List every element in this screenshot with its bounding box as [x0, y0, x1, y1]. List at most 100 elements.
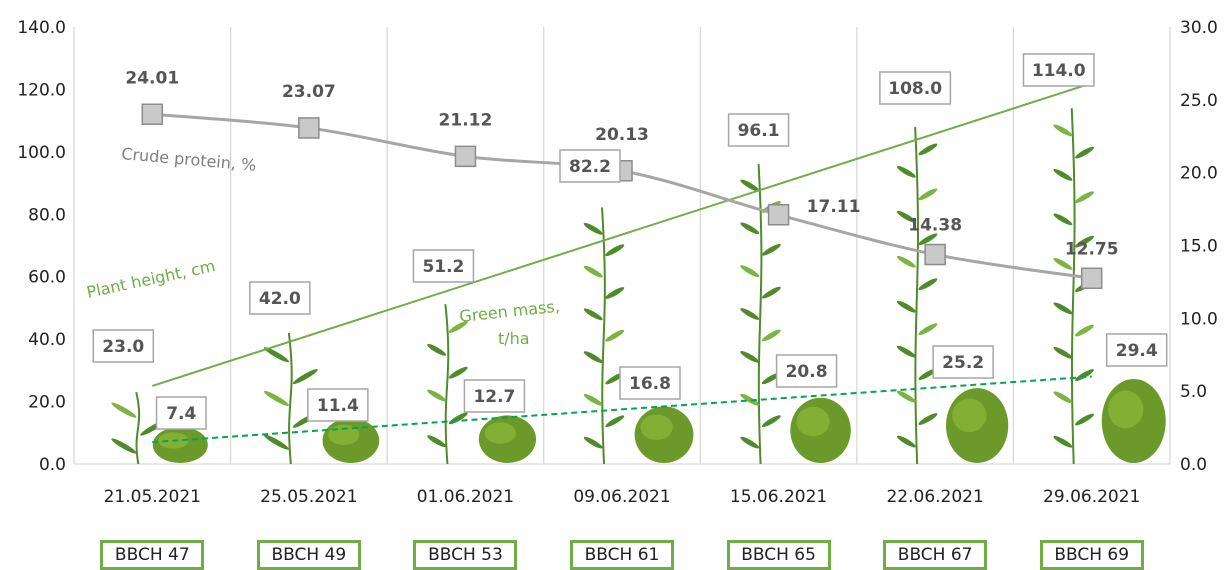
right-y-tick-label: 30.0	[1180, 18, 1218, 38]
plant-height-data-label: 108.0	[888, 79, 942, 99]
plant-height-data-label: 96.1	[738, 121, 780, 141]
crude-protein-data-label: 21.12	[439, 110, 493, 130]
plant-height-data-label-group: 51.2	[412, 249, 475, 283]
plant-height-data-label: 23.0	[102, 337, 144, 357]
green-mass-data-label: 29.4	[1116, 341, 1158, 361]
crude-protein-data-label: 24.01	[125, 68, 179, 88]
plant-leaf	[583, 351, 603, 363]
green-mass-data-label-box	[1105, 333, 1168, 367]
crude-protein-marker	[298, 117, 320, 139]
green-mass-data-label: 16.8	[629, 374, 671, 394]
crude-protein-data-label: 23.07	[282, 82, 336, 102]
left-y-tick-label: 120.0	[17, 80, 66, 100]
x-tick-label: 15.06.2021	[730, 487, 827, 507]
green-mass-data-label: 12.7	[473, 387, 515, 407]
plant-leaf	[1053, 213, 1073, 226]
green-mass-data-label-box	[619, 366, 681, 400]
plant-leaf	[111, 438, 137, 454]
plant-illustration	[740, 163, 851, 465]
green-mass-data-label-group: 29.4	[1105, 333, 1168, 367]
plant-leaf	[1053, 169, 1073, 181]
green-mass-data-label: 7.4	[166, 404, 196, 424]
x-axis: 21.05.2021 25.05.2021 01.06.2021 09.06.2021…	[104, 487, 1141, 507]
right-y-tick-label: 5.0	[1180, 382, 1207, 402]
plant-leaf	[1053, 391, 1073, 404]
plant-leaf	[583, 394, 603, 406]
x-tick-label: 29.06.2021	[1043, 487, 1140, 507]
plant-height-data-label: 114.0	[1032, 61, 1086, 81]
plant-leaf	[1075, 235, 1094, 248]
bbch-stage-label: BBCH 47	[100, 540, 205, 570]
plant-leaf	[918, 413, 938, 425]
plant-leaf	[605, 287, 625, 299]
green-mass-series-label-line2: t/ha	[498, 329, 530, 348]
plant-illustration	[896, 126, 1009, 465]
green-mass-data-label-group: 16.8	[619, 366, 681, 400]
plant-leaf	[583, 436, 603, 449]
crude-protein-data-label-group: 21.12	[439, 110, 493, 130]
plant-height-data-label-box	[249, 281, 311, 315]
green-mass-data-label-group: 7.4	[155, 396, 207, 430]
green-mass-series-label-line1: Green mass,	[458, 297, 560, 326]
plant-height-data-label-box	[727, 113, 790, 147]
plant-leaf	[1075, 324, 1094, 337]
plant-leaf	[292, 369, 318, 385]
plant-stem	[1070, 108, 1076, 465]
plant-leaf	[896, 165, 916, 178]
plant-leaf	[740, 265, 760, 278]
x-tick-label: 01.06.2021	[417, 487, 514, 507]
x-tick-label: 21.05.2021	[104, 487, 201, 507]
green-mass-data-label-box	[932, 345, 994, 379]
plant-leaf	[740, 179, 760, 192]
plant-leaf	[1053, 435, 1073, 448]
bbch-stage-label: BBCH 53	[413, 540, 518, 570]
plant-height-data-label-box	[412, 249, 475, 283]
plant-height-data-label: 82.2	[569, 157, 611, 177]
plant-leaf	[896, 390, 916, 403]
crude-protein-series-label: Crude protein, %	[121, 144, 257, 175]
crude-protein-data-label-group: 17.11	[807, 197, 861, 217]
plant-stem	[914, 126, 919, 465]
plant-height-data-label-box	[879, 71, 952, 105]
plant-height-data-label-group: 108.0	[879, 71, 952, 105]
left-y-tick-label: 140.0	[17, 18, 66, 38]
plant-leaf	[918, 143, 938, 156]
plant-leaf	[918, 233, 938, 246]
crude-protein-data-label-group: 24.01	[125, 68, 179, 88]
plant-leaf	[605, 415, 625, 428]
x-tick-label: 09.06.2021	[573, 487, 670, 507]
x-tick-label: 22.06.2021	[886, 487, 983, 507]
plant-leaf	[605, 244, 625, 257]
plant-leaf	[1075, 413, 1094, 426]
crude-protein-data-label: 12.75	[1065, 239, 1119, 259]
crude-protein-marker	[924, 243, 946, 266]
right-y-tick-label: 15.0	[1180, 237, 1218, 257]
crude-protein-marker	[141, 103, 164, 126]
bbch-stage-label: BBCH 67	[883, 540, 988, 570]
plant-leaf	[583, 222, 603, 235]
crude-protein-data-label: 20.13	[595, 125, 649, 145]
green-mass-data-label-box	[463, 379, 526, 413]
plant-leaf	[1075, 191, 1094, 203]
green-mass-data-label-group: 25.2	[932, 345, 994, 379]
crude-protein-data-label-group: 20.13	[595, 125, 649, 145]
left-y-tick-label: 40.0	[28, 330, 66, 350]
plant-height-data-label-box	[1022, 53, 1095, 87]
plant-leaf	[918, 188, 938, 201]
plant-height-data-label: 42.0	[259, 289, 301, 309]
plant-leaf	[111, 402, 137, 418]
plant-leaf	[896, 435, 916, 448]
plant-leaf	[740, 393, 760, 406]
bbch-stage-label: BBCH 49	[256, 540, 361, 570]
plant-leaf	[427, 435, 447, 448]
plant-leaf	[896, 300, 916, 313]
plant-leaf	[605, 329, 625, 342]
plant-leaf	[740, 436, 760, 449]
plant-height-series-label: Plant height, cm	[85, 256, 217, 302]
plant-leaf	[761, 243, 781, 256]
plant-stem	[287, 332, 293, 465]
plant-leaf	[896, 210, 916, 223]
plant-leaf	[427, 389, 447, 402]
plant-leaf	[263, 347, 289, 363]
green-mass-data-label: 20.8	[786, 362, 828, 382]
